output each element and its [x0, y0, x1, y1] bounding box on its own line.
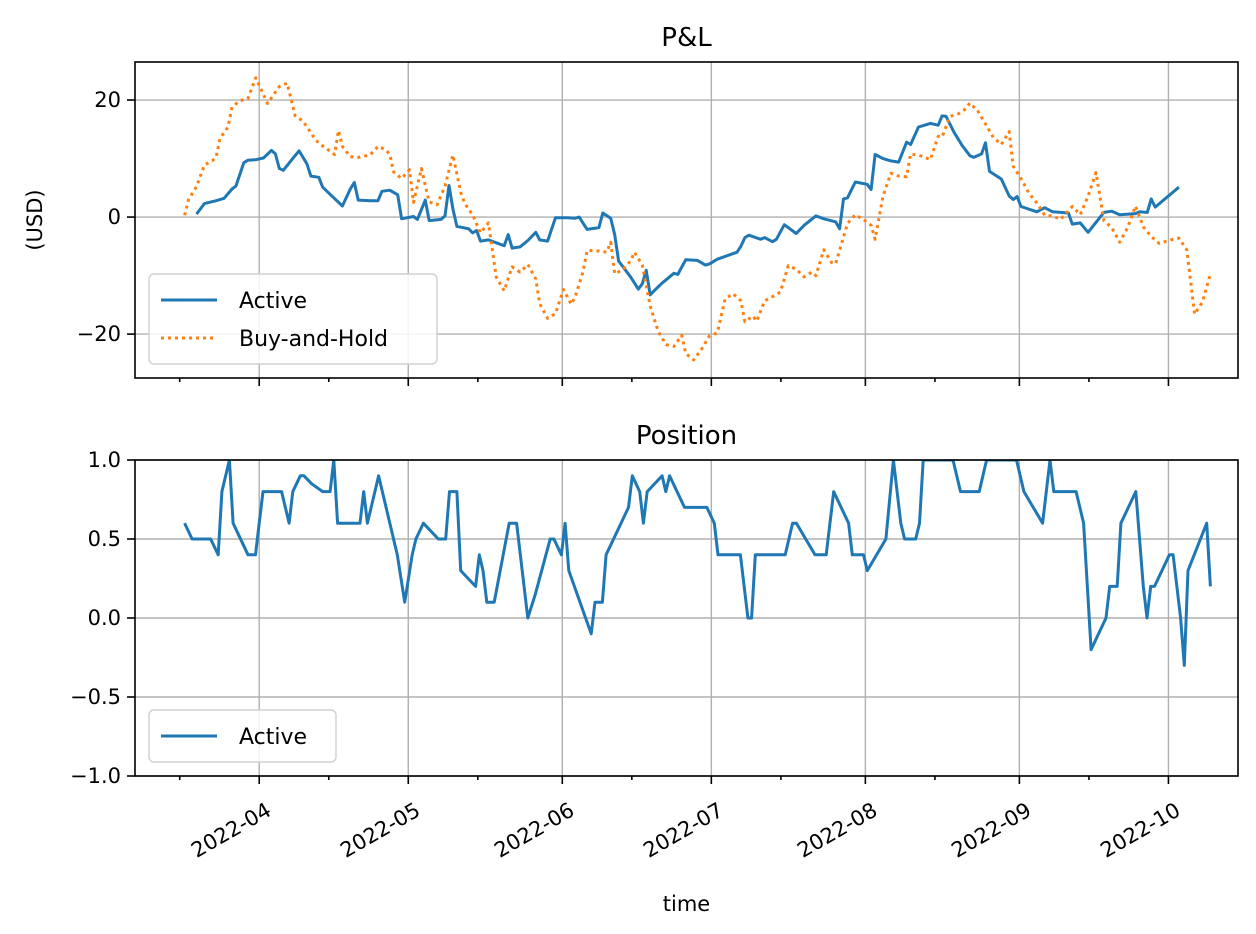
y-tick-label: −20 [77, 322, 121, 346]
x-tick-label: 2022-05 [336, 798, 424, 863]
x-tick-label: 2022-04 [187, 798, 275, 863]
legend-box [148, 709, 337, 763]
chart-title: P&L [661, 23, 712, 53]
series-line-active [183, 460, 1212, 667]
x-axis-label: time [663, 892, 710, 916]
series-line-active [195, 114, 1180, 297]
y-axis-label: (USD) [23, 189, 47, 250]
y-tick-label: 0.5 [88, 527, 121, 551]
legend-entry: Active [239, 725, 307, 750]
y-tick-label: 0.0 [88, 606, 121, 630]
x-tick-label: 2022-10 [1096, 798, 1184, 863]
chart-title: Position [636, 421, 737, 451]
y-tick-label: 1.0 [88, 448, 121, 472]
y-tick-label: −0.5 [70, 685, 121, 709]
y-tick-label: −1.0 [70, 764, 121, 788]
legend: Active [148, 709, 337, 763]
x-tick-label: 2022-09 [947, 798, 1035, 863]
legend-box [148, 273, 438, 365]
legend-entry: Buy-and-Hold [239, 327, 388, 352]
pnl-panel: −20 0 20 P&L (USD) Active Buy-and-Hold [23, 23, 1239, 386]
plot-frame [134, 61, 1239, 379]
x-tick-label: 2022-07 [639, 798, 727, 863]
y-tick-label: 20 [94, 88, 121, 112]
x-tick-label: 2022-06 [490, 798, 578, 863]
legend: Active Buy-and-Hold [148, 273, 438, 365]
series-line-buy-and-hold [183, 76, 1212, 362]
x-tick-label: 2022-08 [793, 798, 881, 863]
position-panel: −1.0 −0.5 0.0 0.5 1.0 2022-04 2022-05 2022-06 20… [70, 421, 1239, 916]
y-tick-label: 0 [108, 205, 121, 229]
legend-entry: Active [239, 289, 307, 314]
